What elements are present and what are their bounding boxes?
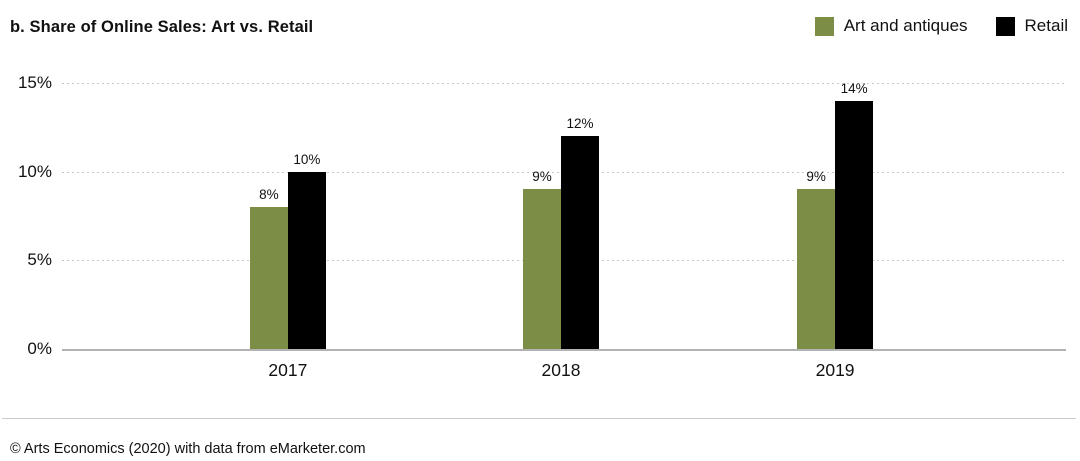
- x-axis: 2017 2018 2019: [62, 360, 1066, 384]
- bar-retail-2017: 10%: [287, 152, 326, 349]
- footer-divider: [2, 418, 1076, 419]
- source-credit: © Arts Economics (2020) with data from e…: [10, 441, 366, 457]
- y-tick-label-15: 15%: [17, 73, 52, 92]
- legend-label-art-and-antiques: Art and antiques: [843, 16, 968, 35]
- bar-group-2018: 9% 12%: [522, 83, 599, 349]
- bar-retail-2018: 12%: [560, 116, 599, 349]
- x-tick-label-2018: 2018: [541, 360, 581, 380]
- bar-value-label-art-and-antiques-2019: 9%: [806, 169, 826, 185]
- bar-art-and-antiques-2017: 8%: [249, 187, 288, 349]
- bar-art-and-antiques-2019: 9%: [797, 169, 836, 349]
- legend-item-retail: Retail: [995, 16, 1068, 36]
- bar-group-2017: 8% 10%: [249, 83, 326, 349]
- y-tick-label-10: 10%: [17, 161, 52, 181]
- bar-group-2019: 9% 14%: [797, 81, 874, 349]
- bar-value-label-art-and-antiques-2018: 9%: [532, 169, 552, 185]
- chart-title: b. Share of Online Sales: Art vs. Retail: [10, 18, 314, 36]
- bar-value-label-retail-2019: 14%: [840, 80, 868, 96]
- bar-value-label-retail-2017: 10%: [293, 151, 321, 167]
- x-tick-label-2019: 2019: [815, 360, 855, 380]
- legend-label-retail: Retail: [1024, 16, 1068, 35]
- x-tick-label-2017: 2017: [268, 360, 308, 380]
- legend-swatch-art-and-antiques: [814, 16, 834, 36]
- bar-retail-2019: 14%: [835, 81, 874, 349]
- bar-value-label-retail-2018: 12%: [566, 116, 594, 132]
- y-tick-label-0: 0%: [27, 339, 52, 358]
- legend-item-art-and-antiques: Art and antiques: [814, 16, 968, 36]
- legend-swatch-retail: [995, 16, 1015, 36]
- bar-value-label-art-and-antiques-2017: 8%: [259, 187, 279, 203]
- plot-area: 8% 10% 9% 12% 9% 14%: [62, 81, 1066, 351]
- y-axis: 0% 5% 10% 15%: [0, 73, 52, 358]
- gridline-15: [62, 83, 1066, 84]
- y-tick-label-5: 5%: [27, 250, 52, 270]
- bar-art-and-antiques-2018: 9%: [522, 169, 561, 349]
- legend: Art and antiques Retail: [814, 16, 1068, 36]
